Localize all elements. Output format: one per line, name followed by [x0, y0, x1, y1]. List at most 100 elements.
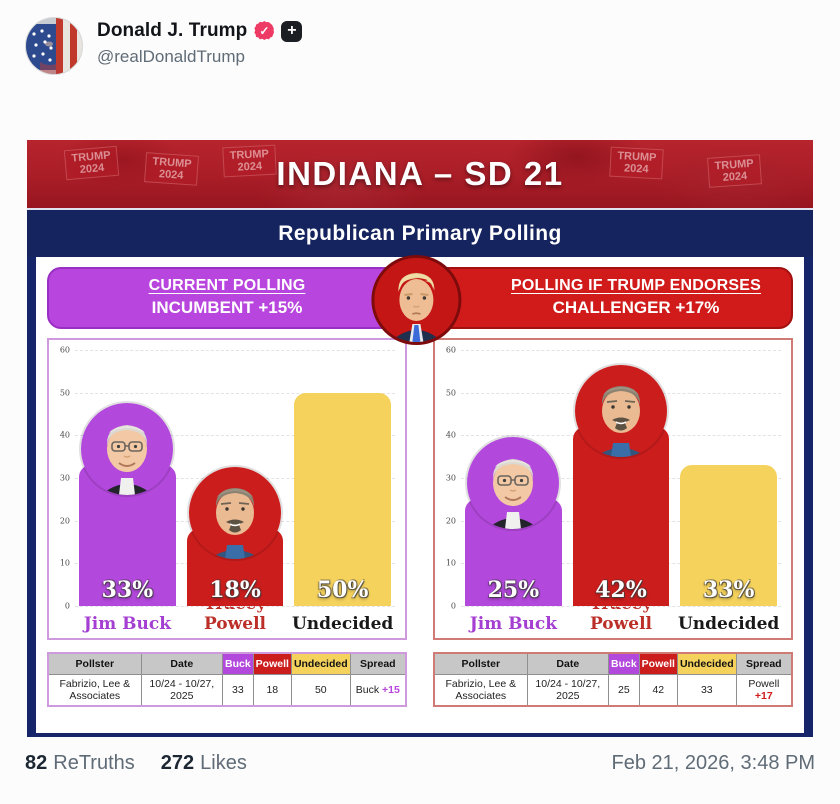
current-polling-panel: CURRENT POLLING INCUMBENT +15% 60 50 40 30 2…	[47, 267, 407, 707]
bar-group-tracey-powell: 18% Tracey Powell	[186, 350, 284, 634]
spread-cell: Powell +17	[735, 673, 793, 706]
table-header-undecided: Undecided	[290, 652, 351, 675]
table-header-date: Date	[140, 652, 223, 675]
y-axis: 60 50 40 30 20 10 0	[438, 346, 458, 611]
tracey-powell-photo	[189, 467, 281, 560]
verified-badge-icon: ✓	[254, 21, 275, 40]
y-axis-tick: 30	[59, 473, 70, 483]
date-cell: 10/24 - 10/27, 2025	[140, 673, 223, 706]
graphic-subtitle: Republican Primary Polling	[278, 221, 562, 245]
spread-value: +15	[382, 683, 400, 696]
y-axis-tick: 0	[450, 601, 456, 611]
candidate-name: Jim Buck	[83, 614, 171, 634]
gridline	[75, 350, 395, 351]
bar-undecided	[680, 465, 777, 606]
graphic-content: CURRENT POLLING INCUMBENT +15% 60 50 40 30 2…	[36, 255, 804, 733]
post-footer: 82 ReTruths 272 Likes Feb 21, 2026, 3:48 P…	[0, 752, 840, 775]
current-polling-bar-chart: 60 50 40 30 20 10 0	[47, 338, 407, 640]
bar-group-undecided: 33% Undecided	[678, 350, 779, 634]
engagement-stats: 82 ReTruths 272 Likes	[25, 752, 247, 775]
gridline	[461, 350, 781, 351]
gridline	[461, 606, 781, 607]
buck-cell: 33	[221, 673, 254, 706]
table-header-pollster: Pollster	[47, 652, 142, 675]
percent-label: 33%	[101, 577, 154, 603]
y-axis-tick: 50	[59, 388, 70, 398]
trump-endorsement-photo	[371, 255, 462, 345]
bar-group-tracey-powell: 42% Tracey Powell	[572, 350, 670, 634]
pollster-cell: Fabrizio, Lee & Associates	[47, 673, 142, 706]
percent-label: 18%	[209, 577, 261, 603]
undecided-cell: 33	[676, 673, 737, 706]
percent-label: 50%	[316, 577, 369, 603]
y-axis-tick: 40	[445, 430, 456, 440]
table-header-buck: Buck	[221, 652, 254, 675]
panel-subtitle: INCUMBENT +15%	[151, 298, 303, 317]
candidate-name: Jim Buck	[469, 614, 557, 634]
table-row: Fabrizio, Lee & Associates 10/24 - 10/27…	[433, 673, 793, 706]
flag-face-avatar-image	[26, 18, 82, 74]
author-name[interactable]: Donald J. Trump	[97, 20, 248, 41]
buck-cell: 25	[607, 673, 640, 706]
y-axis-tick: 20	[59, 516, 70, 526]
poll-graphic-media[interactable]: TRUMP 2024 TRUMP 2024 TRUMP 2024 TRUMP 2…	[27, 140, 813, 737]
subtitle-band: Republican Primary Polling	[27, 208, 813, 257]
spread-cell: Buck +15	[349, 673, 407, 706]
bar-group-jim-buck: 25% Jim Buck	[465, 350, 562, 634]
author-handle[interactable]: @realDonaldTrump	[97, 47, 245, 66]
gridline	[75, 606, 395, 607]
bar-group-jim-buck: 33% Jim Buck	[79, 350, 176, 634]
percent-label: 42%	[595, 577, 647, 603]
percent-label: 33%	[702, 577, 755, 603]
bar-undecided	[294, 392, 391, 606]
date-cell: 10/24 - 10/27, 2025	[526, 673, 609, 706]
trump-endorses-bar-chart: 60 50 40 30 20 10 0	[433, 338, 793, 640]
y-axis-tick: 40	[59, 430, 70, 440]
pollster-cell: Fabrizio, Lee & Associates	[433, 673, 528, 706]
y-axis-tick: 0	[64, 601, 70, 611]
category-name: Undecided	[677, 614, 780, 634]
gridline	[75, 392, 395, 394]
table-header-pollster: Pollster	[433, 652, 528, 675]
current-polling-header: CURRENT POLLING INCUMBENT +15%	[47, 267, 407, 329]
y-axis: 60 50 40 30 20 10 0	[52, 346, 72, 611]
percent-label: 25%	[487, 577, 540, 603]
trump-endorses-header: POLLING IF TRUMP ENDORSES CHALLENGER +17…	[433, 267, 793, 329]
y-axis-tick: 10	[59, 558, 70, 568]
category-name: Undecided	[291, 614, 394, 634]
avatar[interactable]	[25, 17, 83, 75]
y-axis-tick: 50	[445, 388, 456, 398]
plus-badge-icon: +	[281, 20, 303, 42]
table-header-undecided: Undecided	[676, 652, 737, 675]
graphic-title: INDIANA – SD 21	[276, 155, 564, 192]
y-axis-tick: 60	[445, 345, 456, 355]
trump-endorses-panel: POLLING IF TRUMP ENDORSES CHALLENGER +17…	[433, 267, 793, 707]
plot-area: 33% Jim Buck	[75, 350, 395, 634]
jim-buck-photo	[467, 437, 560, 530]
jim-buck-photo	[81, 403, 174, 496]
likes-stat[interactable]: 272 Likes	[160, 752, 247, 774]
banner: TRUMP 2024 TRUMP 2024 TRUMP 2024 TRUMP 2…	[27, 140, 813, 208]
tracey-powell-photo	[575, 364, 667, 457]
table-header-buck: Buck	[607, 652, 640, 675]
current-polling-table: Pollster Date Buck Powell Undecided Spre…	[47, 652, 407, 707]
table-header-spread: Spread	[349, 652, 407, 675]
retruths-stat[interactable]: 82 ReTruths	[25, 752, 135, 774]
y-axis-tick: 30	[445, 473, 456, 483]
panel-title: POLLING IF TRUMP ENDORSES	[510, 277, 762, 294]
y-axis-tick: 10	[445, 558, 456, 568]
timestamp: Feb 21, 2026, 3:48 PM	[611, 752, 815, 774]
panels-row: CURRENT POLLING INCUMBENT +15% 60 50 40 30 2…	[47, 267, 793, 707]
bar-group-undecided: 50% Undecided	[292, 350, 393, 634]
author-block: Donald J. Trump ✓ + @realDonaldTrump	[97, 17, 303, 67]
gridline	[75, 435, 395, 437]
panel-subtitle: CHALLENGER +17%	[552, 298, 720, 317]
powell-cell: 18	[252, 673, 292, 706]
trump-endorses-table: Pollster Date Buck Powell Undecided Spre…	[433, 652, 793, 707]
undecided-cell: 50	[290, 673, 351, 706]
table-header-powell: Powell	[638, 652, 678, 675]
y-axis-tick: 60	[59, 345, 70, 355]
table-header-powell: Powell	[252, 652, 292, 675]
spread-value: +17	[754, 689, 773, 702]
